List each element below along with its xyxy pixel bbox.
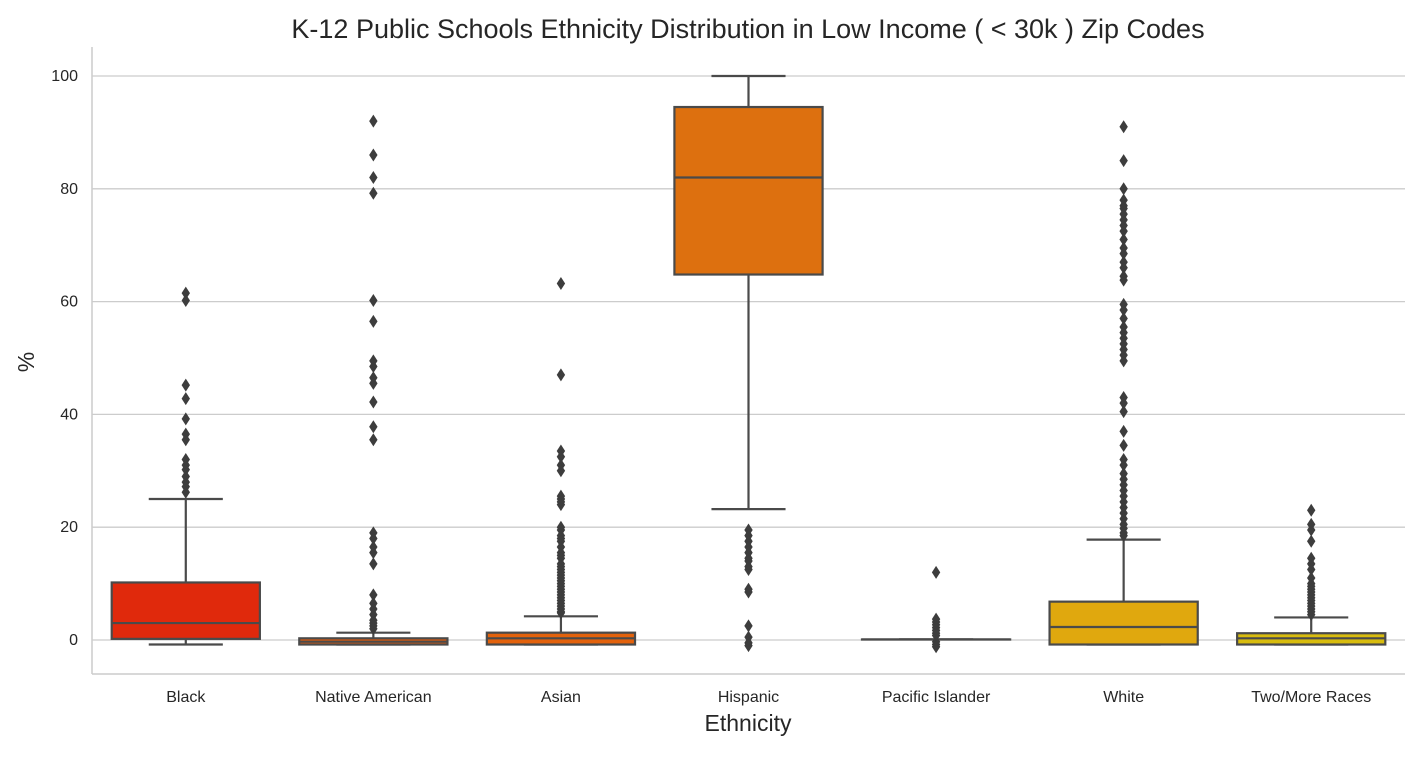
outlier-point	[181, 293, 190, 307]
x-tick-label: Native American	[315, 689, 432, 706]
outlier-point	[1307, 503, 1316, 517]
outlier-point	[744, 619, 753, 633]
y-tick-label: 40	[60, 406, 78, 423]
x-tick-label: White	[1103, 689, 1144, 706]
outlier-point	[931, 640, 941, 654]
box-hispanic	[673, 74, 824, 653]
outlier-point	[1119, 273, 1128, 287]
outlier-point	[181, 485, 190, 499]
y-axis-label: %	[13, 352, 39, 372]
box-asian	[485, 277, 637, 646]
outlier-point	[369, 314, 378, 328]
outlier-point	[1119, 233, 1128, 247]
chart-title: K-12 Public Schools Ethnicity Distributi…	[291, 14, 1204, 44]
box-white	[1048, 120, 1199, 646]
outlier-point	[369, 395, 378, 409]
outlier-point	[1307, 608, 1316, 622]
x-tick-label: Black	[166, 689, 206, 706]
outlier-point	[1119, 396, 1128, 410]
axis-spines	[91, 47, 1405, 675]
outlier-point	[181, 378, 190, 392]
outlier-point	[369, 186, 378, 200]
outlier-point	[556, 450, 566, 464]
outlier-point	[181, 392, 190, 406]
outlier-point	[369, 588, 378, 602]
outlier-point	[1119, 224, 1128, 238]
outlier-point	[1119, 154, 1128, 168]
outlier-point	[1307, 563, 1316, 576]
outlier-point	[369, 293, 378, 307]
outlier-point	[1119, 312, 1128, 326]
outlier-point	[369, 420, 378, 434]
iqr-box	[673, 105, 824, 276]
y-tick-label: 0	[69, 632, 78, 649]
outlier-point	[556, 368, 566, 382]
outlier-point	[1119, 424, 1128, 438]
box-black	[110, 286, 261, 646]
outlier-point	[369, 114, 378, 128]
outlier-point	[556, 277, 566, 291]
outlier-point	[369, 433, 378, 447]
x-axis-label: Ethnicity	[705, 710, 792, 736]
outlier-point	[744, 585, 753, 599]
box-pacific-islander	[860, 565, 1012, 654]
outlier-point	[369, 148, 378, 162]
outlier-point	[369, 359, 378, 373]
outlier-point	[1119, 303, 1128, 317]
outlier-point	[1307, 523, 1316, 537]
outlier-point	[1119, 458, 1128, 472]
x-axis-ticks: Black Native American Asian Hispanic Pacific…	[166, 689, 1371, 706]
outlier-point	[369, 376, 378, 390]
outlier-point	[1119, 438, 1128, 452]
outlier-point	[556, 464, 566, 478]
y-tick-label: 100	[51, 68, 78, 85]
y-tick-label: 60	[60, 294, 78, 311]
x-tick-label: Pacific Islander	[882, 689, 991, 706]
y-axis-ticks: 0 20 40 60 80 100	[51, 68, 78, 649]
x-tick-label: Hispanic	[718, 689, 779, 706]
outlier-point	[744, 563, 753, 576]
outlier-point	[1119, 120, 1128, 134]
outlier-point	[181, 433, 190, 447]
outlier-point	[1119, 182, 1128, 196]
outlier-point	[556, 498, 566, 512]
outlier-point	[369, 546, 378, 560]
outlier-point	[744, 639, 753, 653]
outlier-point	[181, 286, 190, 300]
outlier-point	[181, 412, 190, 426]
y-tick-label: 20	[60, 519, 78, 536]
outlier-point	[369, 622, 378, 636]
y-tick-label: 80	[60, 181, 78, 198]
iqr-box	[110, 581, 261, 640]
outlier-point	[369, 171, 378, 185]
outlier-point	[1119, 529, 1128, 543]
x-tick-label: Asian	[541, 689, 581, 706]
outlier-point	[1307, 534, 1316, 548]
outlier-point	[931, 565, 941, 579]
outlier-point	[369, 531, 378, 545]
outlier-point	[1119, 354, 1128, 368]
outlier-point	[1119, 261, 1128, 275]
outlier-point	[1119, 405, 1128, 419]
outlier-point	[556, 606, 566, 620]
box-series	[110, 74, 1387, 654]
box-native-american	[298, 114, 449, 646]
iqr-box	[1048, 600, 1199, 646]
box-two-more-races	[1236, 503, 1387, 646]
outlier-point	[369, 557, 378, 571]
x-tick-label: Two/More Races	[1251, 689, 1371, 706]
outlier-point	[1119, 247, 1128, 261]
outlier-point	[181, 463, 190, 477]
